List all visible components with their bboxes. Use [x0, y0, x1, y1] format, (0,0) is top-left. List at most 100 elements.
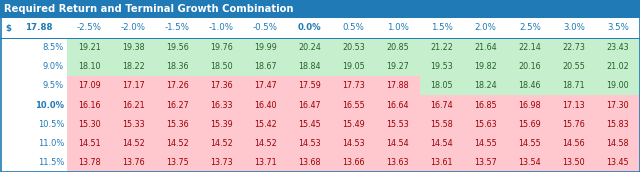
Bar	[199, 57, 243, 76]
Text: -0.5%: -0.5%	[253, 24, 278, 33]
Bar	[376, 76, 420, 95]
Bar	[287, 76, 332, 95]
Bar	[67, 38, 111, 57]
Text: 15.33: 15.33	[122, 120, 145, 129]
Text: 19.56: 19.56	[166, 43, 189, 52]
Bar	[464, 134, 508, 153]
Bar	[464, 153, 508, 172]
Bar	[199, 134, 243, 153]
Bar	[287, 38, 332, 57]
Text: 11.0%: 11.0%	[38, 139, 64, 148]
Text: 14.56: 14.56	[563, 139, 585, 148]
Text: 1.5%: 1.5%	[431, 24, 452, 33]
Text: -2.0%: -2.0%	[120, 24, 146, 33]
Text: 19.82: 19.82	[474, 62, 497, 71]
Text: 20.24: 20.24	[298, 43, 321, 52]
Text: 16.47: 16.47	[298, 100, 321, 110]
Text: -1.5%: -1.5%	[164, 24, 189, 33]
Text: 16.21: 16.21	[122, 100, 145, 110]
Bar	[376, 95, 420, 115]
Bar	[111, 95, 155, 115]
Text: 22.73: 22.73	[563, 43, 586, 52]
Bar	[376, 57, 420, 76]
Bar	[552, 76, 596, 95]
Text: 15.42: 15.42	[254, 120, 276, 129]
Text: 14.52: 14.52	[254, 139, 276, 148]
Text: 17.13: 17.13	[563, 100, 585, 110]
Bar	[155, 134, 199, 153]
Bar	[199, 153, 243, 172]
Text: 11.5%: 11.5%	[38, 158, 64, 167]
Text: 23.43: 23.43	[607, 43, 629, 52]
Bar	[420, 115, 464, 134]
Bar	[67, 153, 111, 172]
Text: 14.52: 14.52	[122, 139, 145, 148]
Bar	[420, 57, 464, 76]
Bar	[552, 153, 596, 172]
Bar	[464, 95, 508, 115]
Text: 14.55: 14.55	[518, 139, 541, 148]
Text: 14.53: 14.53	[298, 139, 321, 148]
Bar	[199, 76, 243, 95]
Bar	[552, 57, 596, 76]
Text: 15.45: 15.45	[298, 120, 321, 129]
Text: 16.98: 16.98	[518, 100, 541, 110]
Bar	[243, 95, 287, 115]
Text: 19.38: 19.38	[122, 43, 145, 52]
Bar	[508, 57, 552, 76]
Bar	[0, 18, 640, 38]
Text: 22.14: 22.14	[518, 43, 541, 52]
Bar	[199, 95, 243, 115]
Text: 17.26: 17.26	[166, 81, 189, 90]
Text: 18.24: 18.24	[474, 81, 497, 90]
Text: 1.0%: 1.0%	[387, 24, 408, 33]
Bar	[111, 115, 155, 134]
Text: 18.22: 18.22	[122, 62, 145, 71]
Text: 21.64: 21.64	[474, 43, 497, 52]
Text: 18.05: 18.05	[430, 81, 453, 90]
Text: -1.0%: -1.0%	[209, 24, 234, 33]
Text: 8.5%: 8.5%	[43, 43, 64, 52]
Text: 19.27: 19.27	[386, 62, 409, 71]
Text: 15.36: 15.36	[166, 120, 189, 129]
Text: 13.61: 13.61	[431, 158, 453, 167]
Bar	[111, 76, 155, 95]
Bar	[67, 134, 111, 153]
Bar	[332, 38, 376, 57]
Bar	[111, 153, 155, 172]
Text: 3.0%: 3.0%	[563, 24, 585, 33]
Bar	[287, 134, 332, 153]
Bar	[376, 153, 420, 172]
Text: 2.5%: 2.5%	[519, 24, 541, 33]
Bar	[155, 76, 199, 95]
Text: Required Return and Terminal Growth Combination: Required Return and Terminal Growth Comb…	[4, 4, 294, 14]
Text: 18.50: 18.50	[210, 62, 232, 71]
Text: 15.53: 15.53	[386, 120, 409, 129]
Text: 20.55: 20.55	[563, 62, 586, 71]
Bar	[111, 38, 155, 57]
Text: 16.40: 16.40	[254, 100, 276, 110]
Bar	[0, 0, 640, 18]
Bar	[287, 115, 332, 134]
Text: 17.09: 17.09	[77, 81, 100, 90]
Bar	[508, 38, 552, 57]
Bar	[552, 95, 596, 115]
Bar	[155, 38, 199, 57]
Bar	[67, 57, 111, 76]
Bar	[155, 95, 199, 115]
Bar	[596, 95, 640, 115]
Text: 18.36: 18.36	[166, 62, 188, 71]
Text: 10.0%: 10.0%	[35, 100, 64, 110]
Text: $: $	[5, 24, 11, 33]
Text: 17.36: 17.36	[210, 81, 232, 90]
Text: 15.30: 15.30	[77, 120, 100, 129]
Text: 15.49: 15.49	[342, 120, 365, 129]
Bar	[332, 115, 376, 134]
Bar	[464, 115, 508, 134]
Bar	[199, 38, 243, 57]
Text: 20.53: 20.53	[342, 43, 365, 52]
Text: 16.85: 16.85	[474, 100, 497, 110]
Bar	[332, 95, 376, 115]
Bar	[67, 115, 111, 134]
Text: 16.74: 16.74	[430, 100, 453, 110]
